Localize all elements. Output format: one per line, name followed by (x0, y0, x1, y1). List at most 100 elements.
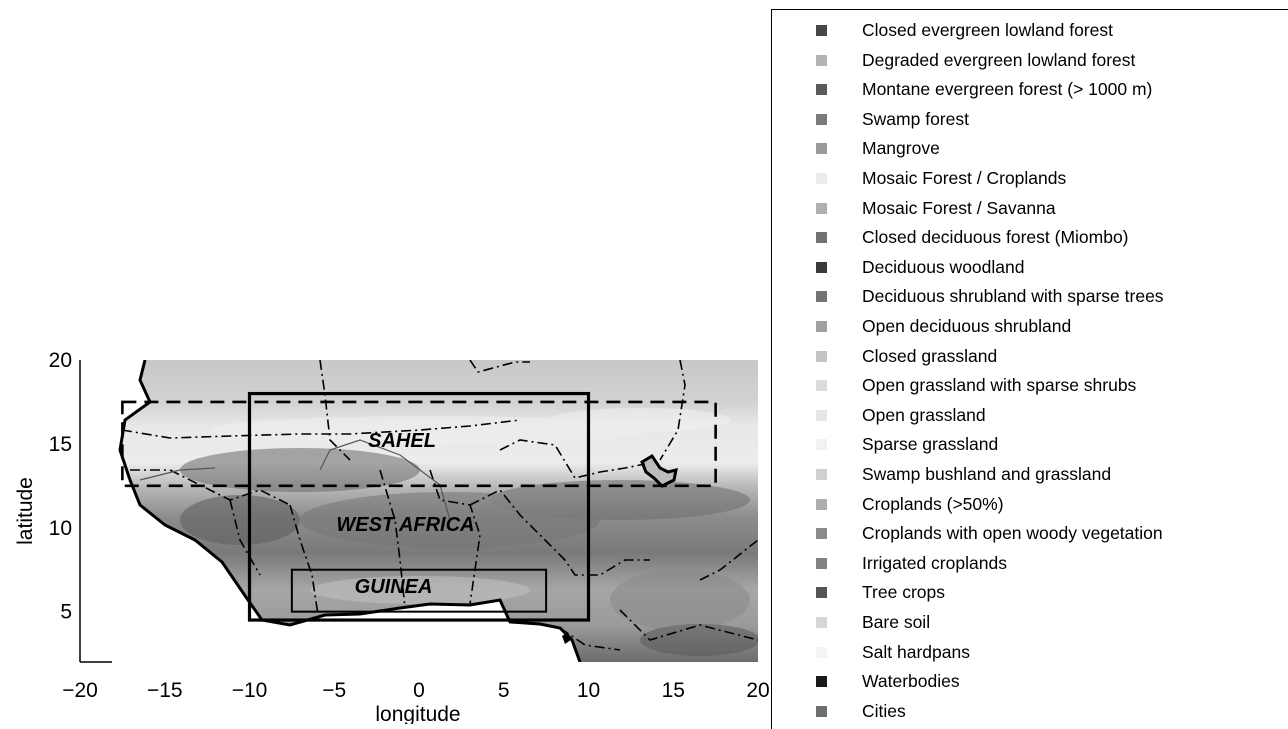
country-borders (121, 360, 758, 651)
region-label-sahel: SAHEL (368, 430, 436, 452)
legend-item: Croplands with open woody vegetation (772, 521, 1287, 547)
region-boxes: SAHEL WEST AFRICA GUINEA (121, 391, 717, 622)
legend-label: Sparse grassland (862, 434, 999, 455)
legend-label: Mangrove (862, 138, 940, 159)
legend-swatch (816, 557, 827, 569)
legend-label: Closed deciduous forest (Miombo) (862, 227, 1129, 248)
legend-swatch (816, 676, 827, 688)
y-tick-label: 5 (60, 601, 72, 624)
x-tick-label: −5 (322, 679, 346, 702)
legend-swatch (816, 54, 827, 66)
legend-swatch (816, 409, 827, 421)
region-label-west-africa: WEST AFRICA (336, 514, 474, 536)
legend-swatch (816, 321, 827, 332)
legend-label: Swamp forest (862, 108, 969, 129)
legend-item: Closed deciduous forest (Miombo) (772, 225, 1287, 251)
x-tick-label: 15 (662, 679, 685, 702)
x-tick-label: −20 (62, 679, 98, 702)
legend-label: Cities (862, 700, 906, 721)
legend-swatch (816, 291, 827, 303)
legend-swatch (816, 528, 827, 540)
legend-label: Swamp bushland and grassland (862, 464, 1112, 484)
legend-label: Closed evergreen lowland forest (862, 20, 1113, 40)
map-image (80, 360, 758, 662)
legend-item: Croplands (>50%) (772, 492, 1287, 518)
legend-swatch (816, 350, 827, 362)
axis-ticks: −20 −15 −10 −5 0 5 10 15 20 5 10 15 20 (49, 349, 770, 702)
legend-label: Mosaic Forest / Croplands (862, 168, 1067, 188)
legend-label: Open deciduous shrubland (862, 316, 1072, 336)
vegetation-texture (180, 408, 758, 656)
coastline (118, 360, 582, 662)
legend-item: Mosaic Forest / Savanna (772, 196, 1287, 222)
bioko-island (562, 632, 571, 644)
y-tick-label: 20 (49, 349, 72, 372)
y-tick-label: 15 (49, 433, 72, 456)
legend-swatch (816, 469, 827, 480)
legend-swatch (816, 261, 827, 273)
legend-item: Montane evergreen forest (> 1000 m) (772, 77, 1287, 103)
legend-label: Tree crops (862, 582, 945, 603)
legend-label: Degraded evergreen lowland forest (862, 49, 1136, 70)
region-box-west-africa (247, 391, 591, 622)
legend-swatch (816, 25, 827, 36)
legend-swatch (816, 617, 827, 628)
legend-label: Irrigated croplands (862, 552, 1007, 573)
region-box-guinea (290, 568, 548, 613)
legend-item: Deciduous woodland (772, 255, 1287, 281)
x-axis-title: longitude (375, 703, 460, 724)
legend-label: Deciduous shrubland with sparse trees (862, 286, 1164, 307)
legend-label: Bare soil (862, 612, 931, 632)
y-axis-title: latitude (14, 477, 37, 545)
legend-item: Sparse grassland (772, 432, 1287, 458)
legend-swatch (816, 705, 827, 717)
legend-item: Swamp bushland and grassland (772, 462, 1287, 488)
x-tick-label: 10 (577, 679, 600, 702)
map-legend: Closed evergreen lowland forest Degraded … (771, 9, 1288, 729)
legend-item: Open grassland with sparse shrubs (772, 373, 1287, 399)
legend-item: Open deciduous shrubland (772, 314, 1287, 340)
legend-label: Deciduous woodland (862, 256, 1025, 277)
legend-item: Waterbodies (772, 669, 1287, 695)
legend-item: Closed grassland (772, 344, 1287, 370)
lake-chad (640, 453, 678, 488)
legend-swatch (816, 173, 827, 184)
legend-swatch (816, 587, 827, 599)
x-tick-label: 20 (746, 679, 769, 702)
x-tick-label: 0 (413, 679, 425, 702)
legend-label: Montane evergreen forest (> 1000 m) (862, 79, 1153, 100)
region-label-guinea: GUINEA (355, 576, 433, 598)
legend-item: Cities (772, 699, 1287, 725)
legend-item: Mosaic Forest / Croplands (772, 166, 1287, 192)
legend-item: Swamp forest (772, 107, 1287, 133)
legend-swatch (816, 232, 827, 244)
legend-item: Closed evergreen lowland forest (772, 18, 1287, 44)
legend-item: Tree crops (772, 580, 1287, 606)
legend-item: Degraded evergreen lowland forest (772, 48, 1287, 74)
legend-item: Mangrove (772, 136, 1287, 162)
x-tick-label: −15 (147, 679, 183, 702)
legend-label: Closed grassland (862, 345, 998, 366)
legend-item: Bare soil (772, 610, 1287, 636)
legend-swatch (816, 143, 827, 155)
legend-swatch (816, 646, 827, 658)
legend-label: Mosaic Forest / Savanna (862, 197, 1056, 218)
legend-item: Open grassland (772, 403, 1287, 429)
legend-item: Irrigated croplands (772, 551, 1287, 577)
legend-swatch (816, 498, 827, 510)
x-tick-label: 5 (498, 679, 510, 702)
legend-label: Open grassland with sparse shrubs (862, 375, 1137, 396)
legend-label: Croplands (>50%) (862, 493, 1004, 514)
legend-swatch (816, 84, 827, 96)
legend-label: Salt hardpans (862, 641, 970, 662)
legend-swatch (816, 113, 827, 125)
legend-swatch (816, 439, 827, 451)
legend-swatch (816, 380, 827, 392)
x-tick-label: −10 (232, 679, 268, 702)
legend-item: Salt hardpans (772, 640, 1287, 666)
legend-label: Waterbodies (862, 671, 960, 692)
legend-label: Croplands with open woody vegetation (862, 523, 1163, 544)
region-box-sahel (121, 400, 717, 488)
legend-label: Open grassland (862, 404, 986, 425)
